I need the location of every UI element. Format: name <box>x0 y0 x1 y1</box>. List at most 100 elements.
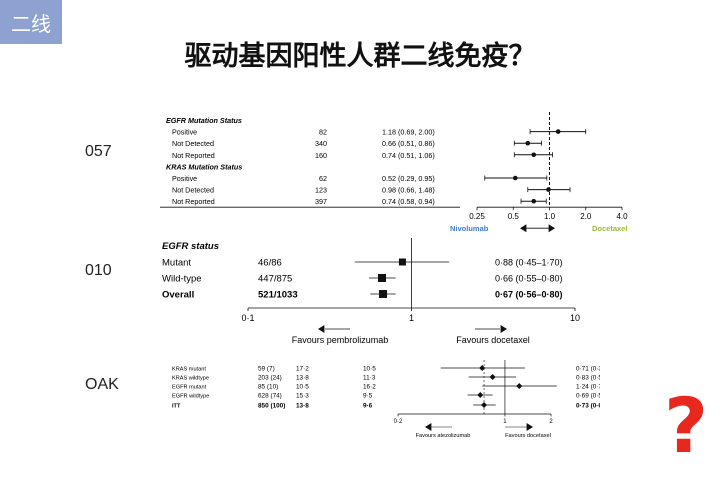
row-ci: 1.18 (0.69, 2.00) <box>382 128 435 137</box>
row-ci: 0·66 (0·55–0·80) <box>495 274 563 284</box>
row-ci: 0·73 (0·62–0·87) <box>576 403 600 410</box>
row-label: Overall <box>162 290 194 301</box>
row-median-1: 15·3 <box>296 393 309 400</box>
x-tick-label: 0.5 <box>508 212 520 221</box>
x-tick-label: 10 <box>570 313 580 323</box>
forest-plot-oak: KRAS mutant 59 (7) 17·2 10·5 0·71 (0·38–1·35… <box>172 360 600 439</box>
row-n: 850 (100) <box>258 403 285 410</box>
row-ci: 0.74 (0.51, 1.06) <box>382 151 435 160</box>
row-ci: 0·88 (0·45–1·70) <box>495 258 563 268</box>
point-estimate <box>489 374 496 380</box>
row-n: 82 <box>319 128 327 137</box>
section-badge: 二线 <box>0 0 62 44</box>
question-mark: ? <box>664 381 709 470</box>
row-ci: 0·83 (0·58–1·18) <box>576 375 600 382</box>
row-label: Not Reported <box>172 197 215 206</box>
row-label: Not Detected <box>172 139 214 148</box>
row-label: EGFR wildtype <box>172 394 209 400</box>
row-ci: 0.52 (0.29, 0.95) <box>382 174 435 183</box>
x-tick-label: 4.0 <box>616 212 628 221</box>
trial-label-010: 010 <box>85 262 112 279</box>
row-ci: 0·71 (0·38–1·35) <box>576 366 600 373</box>
row-n: 160 <box>315 151 327 160</box>
page-title: 驱动基因阳性人群二线免疫？ <box>184 41 536 72</box>
row-median-1: 13·8 <box>296 375 309 382</box>
row-label: ITT <box>172 404 181 410</box>
x-tick-label: 1 <box>503 419 507 425</box>
row-n: 521/1033 <box>258 290 298 301</box>
favours-arrow-head <box>425 423 432 431</box>
favours-left-label: Nivolumab <box>450 224 489 233</box>
row-median-1: 10·5 <box>296 384 309 391</box>
favours-right-label: Docetaxel <box>592 224 627 233</box>
x-tick-label: 0·1 <box>241 313 254 323</box>
point-estimate <box>477 392 484 398</box>
favours-arrow-head <box>526 423 533 431</box>
row-n: 628 (74) <box>258 393 282 400</box>
row-median-2: 11·3 <box>363 375 376 382</box>
row-label: Mutant <box>162 258 191 269</box>
row-label: KRAS mutant <box>172 367 206 373</box>
favours-right-label: Favours docetaxel <box>456 335 530 345</box>
row-label: EGFR mutant <box>172 385 207 391</box>
row-ci: 1·24 (0·71–2·18) <box>576 384 600 391</box>
x-tick-label: 1 <box>409 313 414 323</box>
point-estimate <box>546 187 551 192</box>
row-median-1: 13·8 <box>296 403 309 410</box>
point-estimate <box>513 175 518 181</box>
row-median-2: 10·5 <box>363 366 376 373</box>
favours-right-label: Favours docetaxel <box>505 433 551 439</box>
row-ci: 0.74 (0.58, 0.94) <box>382 197 435 206</box>
row-label: Wild-type <box>162 274 202 285</box>
forest-plot-010: EGFR status Mutant 46/86 0·88 (0·45–1·70) Wi… <box>162 238 580 345</box>
point-estimate <box>531 152 537 158</box>
row-n: 340 <box>315 139 327 148</box>
point-estimate <box>479 365 486 371</box>
favours-arrow-head <box>500 325 507 333</box>
group-header: EGFR Mutation Status <box>166 116 242 125</box>
point-estimate <box>516 383 523 389</box>
forest-plot-057: EGFR Mutation Status Positive 82 1.18 (0.69… <box>160 112 628 233</box>
row-n: 62 <box>319 174 327 183</box>
row-ci: 0.98 (0.66, 1.48) <box>382 186 435 195</box>
row-median-1: 17·2 <box>296 366 309 373</box>
row-ci: 0.66 (0.51, 0.86) <box>382 139 435 148</box>
row-label: Positive <box>172 174 197 183</box>
x-tick-label: 2.0 <box>580 212 592 221</box>
point-estimate <box>525 140 531 146</box>
x-tick-label: 1.0 <box>544 212 556 221</box>
row-n: 123 <box>315 186 327 195</box>
group-header: EGFR status <box>162 241 219 252</box>
row-n: 447/875 <box>258 274 292 285</box>
row-n: 397 <box>315 197 327 206</box>
favours-left-label: Favours atezolizumab <box>416 433 471 439</box>
row-median-2: 16·2 <box>363 384 376 391</box>
point-estimate <box>377 274 386 282</box>
x-tick-label: 2 <box>549 419 553 425</box>
point-estimate <box>379 290 388 298</box>
x-tick-label: 0.25 <box>469 212 485 221</box>
row-median-2: 9·5 <box>363 393 373 400</box>
group-header: KRAS Mutation Status <box>166 162 242 171</box>
favours-arrow-head <box>548 224 555 233</box>
favours-left-label: Favours pembrolizumab <box>292 335 389 345</box>
row-label: Not Reported <box>172 151 215 160</box>
row-ci: 0·67 (0·56–0·80) <box>495 290 563 300</box>
point-estimate <box>398 258 406 266</box>
row-ci: 0·69 (0·57–0·83) <box>576 393 600 400</box>
row-label: Positive <box>172 128 197 137</box>
point-estimate <box>555 129 561 134</box>
row-n: 85 (10) <box>258 384 278 391</box>
row-label: Not Detected <box>172 186 214 195</box>
row-n: 59 (7) <box>258 366 275 373</box>
point-estimate <box>531 198 537 204</box>
row-label: KRAS wildtype <box>172 376 209 382</box>
row-n: 46/86 <box>258 258 282 269</box>
trial-label-057: 057 <box>85 143 112 160</box>
favours-arrow-head <box>318 325 325 333</box>
trial-label-oak: OAK <box>85 376 119 393</box>
row-median-2: 9·6 <box>363 403 373 410</box>
x-tick-label: 0·2 <box>394 419 403 425</box>
row-n: 203 (24) <box>258 375 282 382</box>
favours-arrow-head <box>520 224 527 233</box>
